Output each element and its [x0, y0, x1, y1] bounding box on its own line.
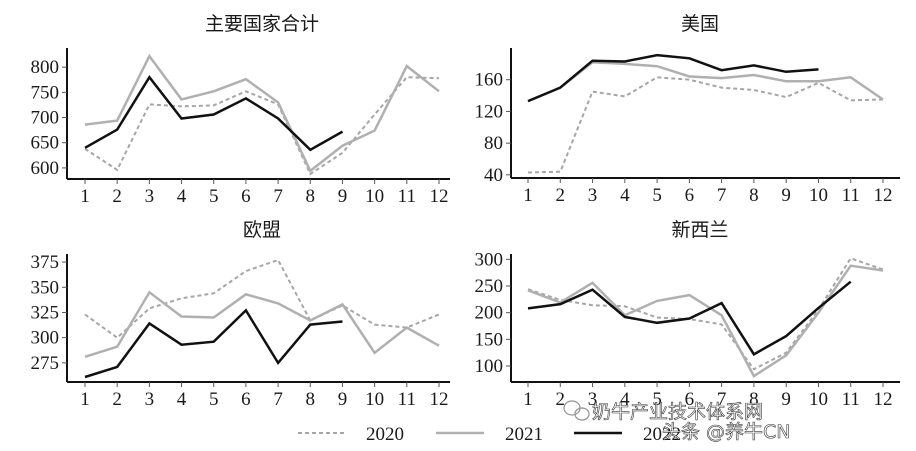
x-tick-label: 6: [685, 389, 695, 410]
x-tick-label: 9: [338, 186, 348, 207]
wechat-icon: [563, 400, 590, 421]
watermark: 奶牛产业技术体系网 头条 @养牛CN: [563, 400, 791, 443]
series-line-2022: [84, 75, 344, 152]
x-tick-label: 9: [781, 185, 791, 206]
y-tick-label: 80: [484, 133, 503, 154]
x-tick-label: 11: [842, 389, 860, 410]
x-tick-label: 12: [874, 185, 893, 206]
x-tick-label: 8: [306, 389, 316, 410]
x-tick-label: 1: [523, 185, 533, 206]
x-tick-label: 8: [749, 185, 759, 206]
series-line-2021: [527, 61, 884, 103]
series-line-2022: [84, 308, 343, 379]
x-tick-label: 1: [523, 389, 533, 410]
y-tick-label: 600: [31, 158, 60, 179]
y-tick-label: 750: [31, 82, 60, 103]
y-tick-label: 700: [31, 108, 60, 129]
x-tick-label: 5: [209, 389, 219, 410]
y-tick-label: 300: [31, 328, 60, 349]
x-tick-label: 2: [556, 185, 566, 206]
legend: 2020 2021 2022: [298, 424, 681, 445]
y-tick-label: 100: [475, 356, 504, 377]
x-tick-label: 5: [652, 389, 662, 410]
x-tick-label: 2: [112, 186, 122, 207]
x-tick-label: 10: [809, 185, 828, 206]
x-tick-label: 6: [685, 185, 695, 206]
chart-title: 欧盟: [243, 219, 281, 241]
y-tick-label: 375: [31, 252, 60, 273]
y-tick-label: 200: [475, 303, 504, 324]
x-tick-label: 7: [717, 185, 727, 206]
y-tick-label: 325: [31, 302, 60, 323]
x-tick-label: 10: [365, 186, 384, 207]
legend-label-2020: 2020: [366, 424, 404, 445]
x-tick-label: 11: [398, 389, 416, 410]
y-tick-label: 40: [484, 165, 503, 186]
x-tick-label: 3: [588, 389, 598, 410]
x-tick-label: 9: [338, 389, 348, 410]
x-tick-label: 2: [112, 389, 122, 410]
legend-label-2021: 2021: [505, 424, 543, 445]
x-tick-label: 8: [749, 389, 759, 410]
y-tick-label: 120: [475, 101, 504, 122]
y-tick-label: 275: [31, 353, 60, 374]
x-tick-label: 1: [80, 186, 90, 207]
x-tick-label: 4: [177, 389, 187, 410]
x-tick-label: 8: [306, 186, 316, 207]
series-line-2020: [527, 257, 884, 371]
y-tick-label: 800: [31, 57, 60, 78]
x-tick-label: 6: [241, 389, 251, 410]
y-tick-label: 150: [475, 329, 504, 350]
series-line-2022: [527, 280, 852, 356]
x-tick-label: 10: [809, 389, 828, 410]
x-tick-label: 7: [273, 389, 283, 410]
series-line-2022: [527, 53, 819, 103]
chart-title: 美国: [681, 13, 719, 35]
x-tick-label: 11: [842, 185, 860, 206]
x-tick-label: 5: [652, 185, 662, 206]
y-tick-label: 160: [475, 70, 504, 91]
series-line-2020: [527, 76, 884, 174]
x-tick-label: 10: [365, 389, 384, 410]
x-tick-label: 4: [620, 389, 630, 410]
y-tick-label: 650: [31, 133, 60, 154]
y-tick-label: 350: [31, 277, 60, 298]
series-line-2021: [84, 290, 440, 358]
x-tick-label: 12: [874, 389, 893, 410]
series-line-2020: [84, 76, 440, 176]
legend-label-2022: 2022: [643, 424, 681, 445]
series-line-2021: [84, 53, 440, 173]
chart-title: 主要国家合计: [205, 13, 319, 35]
x-tick-label: 7: [717, 389, 727, 410]
x-tick-label: 11: [398, 186, 416, 207]
y-tick-label: 300: [475, 249, 504, 270]
x-tick-label: 9: [781, 389, 791, 410]
x-tick-label: 1: [80, 389, 90, 410]
watermark-line-1: 奶牛产业技术体系网: [592, 401, 763, 423]
x-tick-label: 12: [430, 389, 449, 410]
x-tick-label: 4: [177, 186, 187, 207]
x-tick-label: 4: [620, 185, 630, 206]
x-tick-label: 3: [145, 389, 155, 410]
x-tick-label: 6: [241, 186, 251, 207]
y-tick-label: 250: [475, 276, 504, 297]
x-tick-label: 2: [556, 389, 566, 410]
watermark-line-2: 头条 @养牛CN: [662, 421, 791, 443]
x-tick-label: 12: [430, 186, 449, 207]
x-tick-label: 7: [273, 186, 283, 207]
series-line-2021: [527, 264, 884, 378]
x-tick-label: 5: [209, 186, 219, 207]
x-tick-label: 3: [588, 185, 598, 206]
series-line-2020: [84, 258, 440, 339]
x-tick-label: 3: [145, 186, 155, 207]
chart-title: 新西兰: [671, 219, 728, 241]
